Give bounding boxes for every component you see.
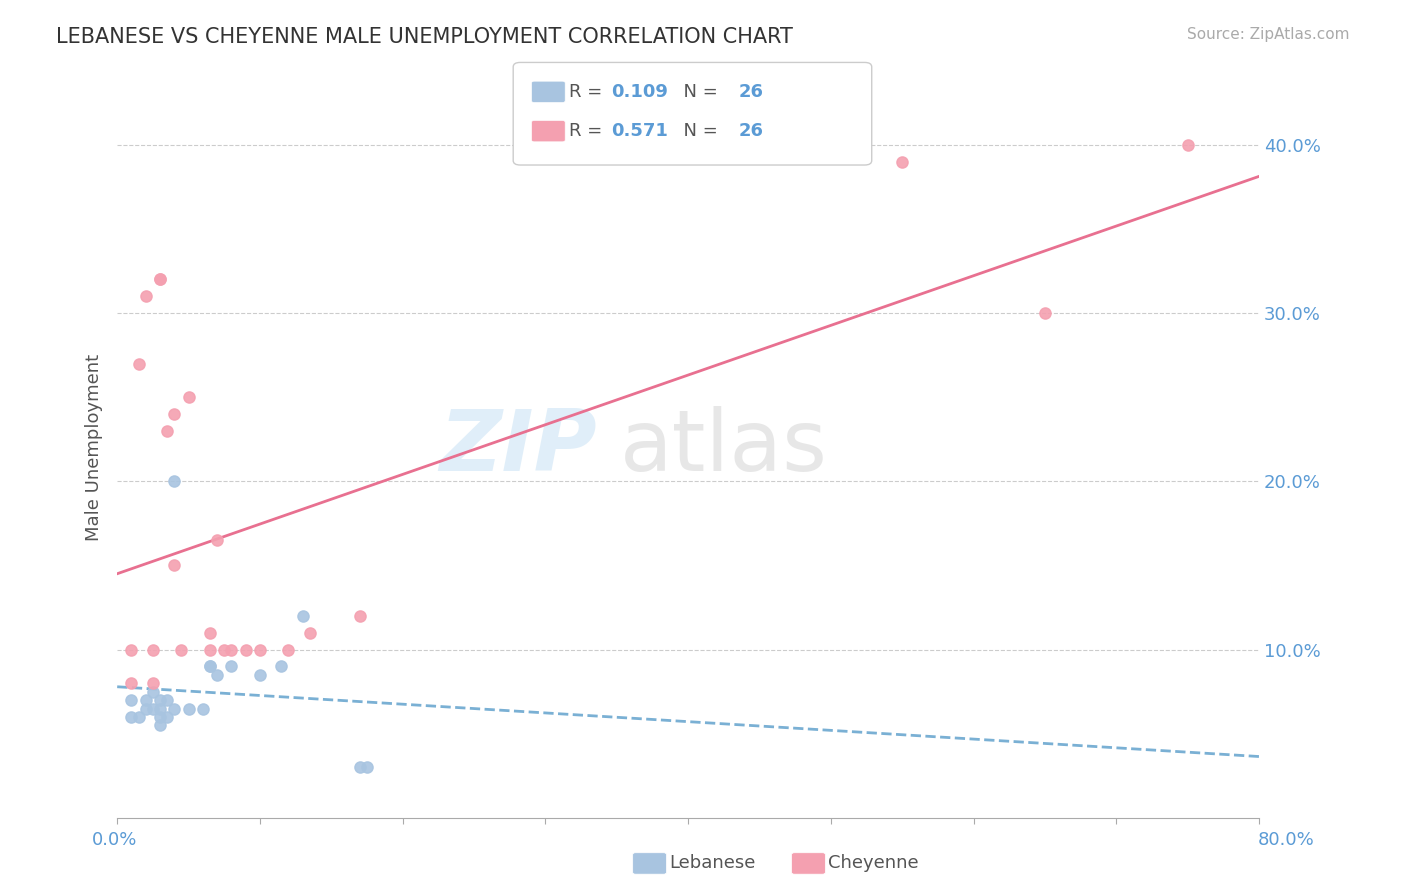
Point	[298, 625, 321, 640]
Text: 0.109: 0.109	[612, 83, 668, 101]
Point	[135, 289, 157, 303]
Point	[349, 609, 371, 624]
Text: R =: R =	[569, 122, 609, 140]
Y-axis label: Male Unemployment: Male Unemployment	[86, 354, 103, 541]
Point	[135, 693, 157, 707]
Point	[149, 272, 172, 286]
Point	[135, 701, 157, 715]
Text: N =: N =	[672, 83, 724, 101]
Point	[156, 424, 179, 438]
Point	[177, 390, 200, 404]
Point	[163, 475, 186, 489]
Point	[1177, 137, 1199, 152]
Text: 26: 26	[738, 122, 763, 140]
Point	[156, 693, 179, 707]
Point	[142, 701, 165, 715]
Point	[142, 676, 165, 690]
Point	[128, 357, 150, 371]
Text: 80.0%: 80.0%	[1258, 831, 1315, 849]
Point	[121, 710, 143, 724]
Point	[349, 760, 371, 774]
Point	[128, 710, 150, 724]
Point	[191, 701, 214, 715]
Text: atlas: atlas	[620, 406, 828, 489]
Text: 26: 26	[738, 83, 763, 101]
Text: Cheyenne: Cheyenne	[828, 855, 918, 872]
Point	[163, 701, 186, 715]
Point	[170, 642, 193, 657]
Point	[142, 684, 165, 698]
Point	[198, 659, 221, 673]
Point	[356, 760, 378, 774]
Point	[205, 533, 228, 548]
Text: Lebanese: Lebanese	[669, 855, 755, 872]
Text: ZIP: ZIP	[439, 406, 596, 489]
Text: 0.571: 0.571	[612, 122, 668, 140]
Point	[249, 642, 271, 657]
Point	[212, 642, 235, 657]
Point	[156, 710, 179, 724]
Text: R =: R =	[569, 83, 609, 101]
Point	[291, 609, 314, 624]
Point	[198, 625, 221, 640]
Point	[235, 642, 257, 657]
Text: N =: N =	[672, 122, 724, 140]
Point	[221, 659, 243, 673]
Point	[163, 407, 186, 421]
Point	[149, 693, 172, 707]
Point	[891, 154, 914, 169]
Point	[198, 642, 221, 657]
Point	[205, 668, 228, 682]
Point	[121, 693, 143, 707]
Point	[149, 272, 172, 286]
Point	[221, 642, 243, 657]
Point	[1033, 306, 1056, 320]
Point	[121, 676, 143, 690]
Text: Source: ZipAtlas.com: Source: ZipAtlas.com	[1187, 27, 1350, 42]
Point	[198, 659, 221, 673]
Point	[270, 659, 292, 673]
Point	[149, 710, 172, 724]
Point	[249, 668, 271, 682]
Point	[121, 642, 143, 657]
Point	[163, 558, 186, 573]
Text: 0.0%: 0.0%	[91, 831, 136, 849]
Point	[277, 642, 299, 657]
Point	[149, 701, 172, 715]
Point	[149, 718, 172, 732]
Point	[142, 642, 165, 657]
Text: LEBANESE VS CHEYENNE MALE UNEMPLOYMENT CORRELATION CHART: LEBANESE VS CHEYENNE MALE UNEMPLOYMENT C…	[56, 27, 793, 46]
Point	[177, 701, 200, 715]
